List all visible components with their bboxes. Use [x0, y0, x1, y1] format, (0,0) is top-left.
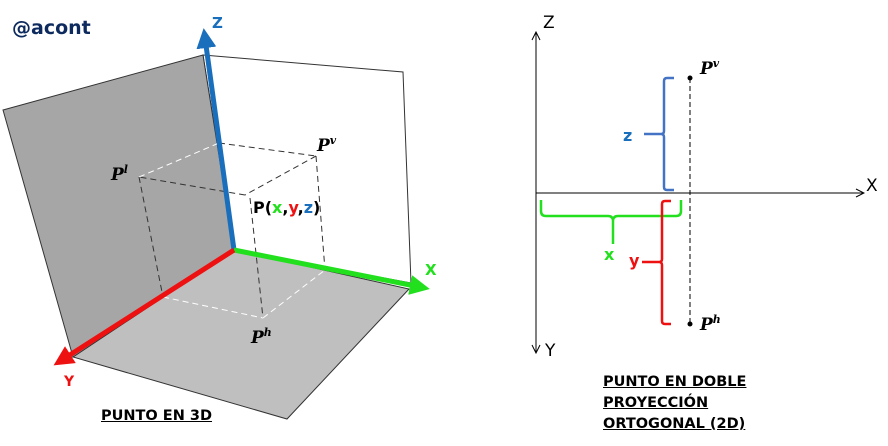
title-2d-line: PUNTO EN DOBLE	[603, 374, 747, 390]
x-axis	[233, 247, 430, 295]
y-axis-label: Y	[63, 374, 75, 390]
horizontal-projection-point	[687, 321, 693, 327]
z-axis-label-2d: Z	[543, 13, 555, 33]
z-axis-label: Z	[212, 14, 223, 32]
lateral-projection-label: Pl	[110, 163, 128, 185]
y-axis-label-2d: Y	[544, 341, 556, 361]
title-2d: PUNTO EN DOBLE PROYECCIÓN ORTOGONAL (2D)	[603, 372, 746, 435]
x-axis-label: X	[425, 261, 437, 279]
x-bracket	[539, 200, 683, 244]
title-2d-line: ORTOGONAL (2D)	[603, 416, 746, 432]
scene-3d: Z X Y P(x,y,z) Pl Pv Ph	[2, 14, 437, 420]
title-3d: PUNTO EN 3D	[101, 408, 213, 424]
z-axis	[196, 28, 237, 251]
y-dimension-label: y	[629, 251, 640, 270]
z-bracket	[644, 76, 674, 192]
watermark: @acont	[12, 17, 91, 39]
x-dimension-label: x	[604, 245, 615, 264]
horizontal-projection-label: Ph	[250, 326, 272, 348]
scene-2d: Z X Y Pv Ph z x y	[536, 13, 878, 361]
point-label: P(x,y,z)	[253, 198, 320, 217]
projection-box	[138, 142, 326, 319]
vertical-projection-label: Pv	[316, 134, 337, 156]
title-2d-line: PROYECCIÓN	[603, 395, 709, 411]
vertical-projection-point	[687, 75, 693, 81]
x-axis-label-2d: X	[866, 176, 878, 196]
vertical-projection-label-2d: Pv	[699, 57, 720, 79]
horizontal-projection-label-2d: Ph	[699, 313, 721, 335]
z-dimension-label: z	[623, 126, 632, 145]
y-axis	[53, 247, 236, 366]
y-bracket	[642, 199, 671, 326]
